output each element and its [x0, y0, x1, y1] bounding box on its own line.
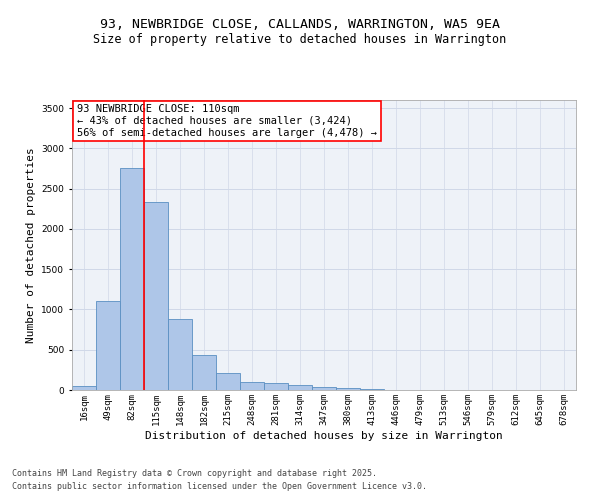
- Bar: [192, 354, 216, 390]
- Text: 93, NEWBRIDGE CLOSE, CALLANDS, WARRINGTON, WA5 9EA: 93, NEWBRIDGE CLOSE, CALLANDS, WARRINGTO…: [100, 18, 500, 30]
- Bar: [144, 202, 168, 390]
- Bar: [96, 300, 120, 390]
- Bar: [288, 385, 312, 390]
- Bar: [336, 388, 360, 390]
- X-axis label: Distribution of detached houses by size in Warrington: Distribution of detached houses by size …: [145, 430, 503, 440]
- Bar: [240, 382, 264, 390]
- Text: Contains HM Land Registry data © Crown copyright and database right 2025.: Contains HM Land Registry data © Crown c…: [12, 468, 377, 477]
- Bar: [168, 319, 192, 390]
- Bar: [216, 373, 240, 390]
- Text: Contains public sector information licensed under the Open Government Licence v3: Contains public sector information licen…: [12, 482, 427, 491]
- Text: Size of property relative to detached houses in Warrington: Size of property relative to detached ho…: [94, 32, 506, 46]
- Bar: [264, 383, 288, 390]
- Y-axis label: Number of detached properties: Number of detached properties: [26, 147, 36, 343]
- Bar: [120, 168, 144, 390]
- Bar: [72, 386, 96, 390]
- Bar: [360, 389, 384, 390]
- Bar: [312, 387, 336, 390]
- Text: 93 NEWBRIDGE CLOSE: 110sqm
← 43% of detached houses are smaller (3,424)
56% of s: 93 NEWBRIDGE CLOSE: 110sqm ← 43% of deta…: [77, 104, 377, 138]
